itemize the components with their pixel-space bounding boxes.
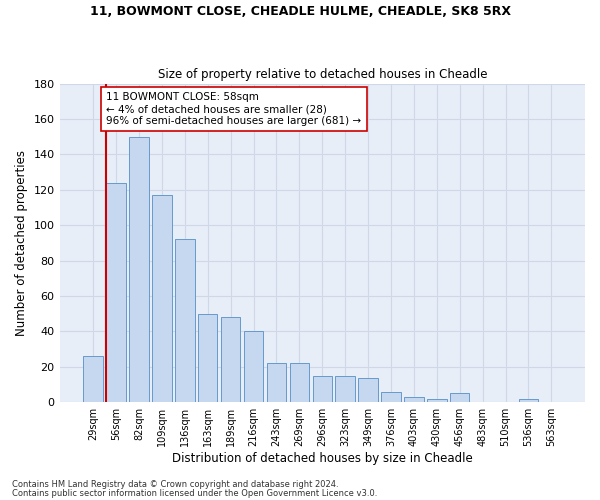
Bar	[519, 399, 538, 402]
Y-axis label: Number of detached properties: Number of detached properties	[15, 150, 28, 336]
Bar	[175, 240, 194, 402]
Bar	[404, 397, 424, 402]
X-axis label: Distribution of detached houses by size in Cheadle: Distribution of detached houses by size …	[172, 452, 473, 465]
Bar	[313, 376, 332, 402]
Bar	[358, 378, 378, 402]
Bar	[450, 394, 469, 402]
Bar	[83, 356, 103, 403]
Bar	[381, 392, 401, 402]
Text: Contains public sector information licensed under the Open Government Licence v3: Contains public sector information licen…	[12, 488, 377, 498]
Bar	[267, 364, 286, 403]
Text: Contains HM Land Registry data © Crown copyright and database right 2024.: Contains HM Land Registry data © Crown c…	[12, 480, 338, 489]
Bar	[427, 399, 446, 402]
Bar	[221, 318, 241, 402]
Text: 11, BOWMONT CLOSE, CHEADLE HULME, CHEADLE, SK8 5RX: 11, BOWMONT CLOSE, CHEADLE HULME, CHEADL…	[89, 5, 511, 18]
Bar	[290, 364, 309, 403]
Bar	[244, 332, 263, 402]
Text: 11 BOWMONT CLOSE: 58sqm
← 4% of detached houses are smaller (28)
96% of semi-det: 11 BOWMONT CLOSE: 58sqm ← 4% of detached…	[106, 92, 362, 126]
Bar	[106, 182, 126, 402]
Bar	[152, 195, 172, 402]
Title: Size of property relative to detached houses in Cheadle: Size of property relative to detached ho…	[158, 68, 487, 81]
Bar	[335, 376, 355, 402]
Bar	[129, 136, 149, 402]
Bar	[198, 314, 217, 402]
